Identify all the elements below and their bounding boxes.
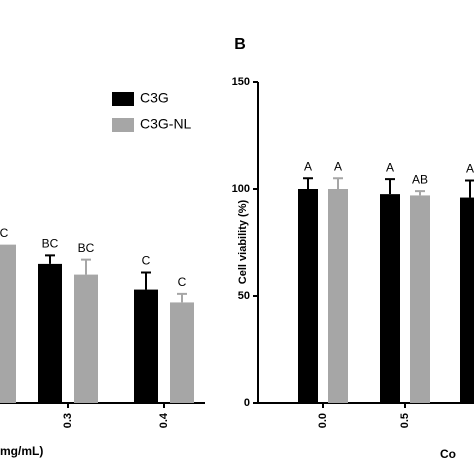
significance-letter: AB — [412, 172, 428, 186]
y-tick-label: 150 — [232, 76, 250, 88]
y-tick-label: 0 — [244, 397, 250, 409]
bar — [328, 189, 348, 403]
legend-label: C3G-NL — [140, 116, 192, 132]
x-tick-label: 0.5 — [399, 413, 411, 428]
legend-label: C3G — [140, 90, 169, 106]
error-bar — [177, 292, 187, 303]
error-bar — [465, 179, 474, 198]
error-bar — [415, 190, 425, 196]
x-axis-label: mg/mL) — [0, 444, 43, 458]
x-axis-label: Co — [440, 447, 456, 461]
bar — [38, 263, 62, 403]
bar — [380, 194, 400, 403]
significance-letter: BC — [78, 241, 95, 255]
bar — [74, 274, 98, 403]
bar — [134, 289, 158, 403]
significance-letter: A — [334, 159, 342, 173]
x-tick-label: 0.4 — [158, 412, 170, 428]
significance-letter: A — [386, 160, 394, 174]
bar — [298, 189, 318, 403]
error-bar — [385, 178, 395, 195]
error-bar — [81, 258, 91, 275]
significance-letter: C — [178, 275, 187, 289]
x-tick-label: 0.3 — [62, 413, 74, 428]
y-tick-label: 100 — [232, 183, 250, 195]
y-axis-label: Cell viability (%) — [237, 199, 249, 284]
bar — [0, 244, 16, 403]
legend-swatch — [112, 118, 134, 132]
significance-letter: A — [304, 159, 312, 173]
significance-letter: C — [142, 254, 151, 268]
y-tick-label: 50 — [238, 290, 250, 302]
bar — [460, 197, 474, 403]
legend-swatch — [112, 92, 134, 106]
error-bar — [45, 254, 55, 264]
x-tick-label: 0.0 — [317, 413, 329, 428]
bar — [170, 302, 194, 403]
error-bar — [141, 271, 151, 290]
error-bar — [333, 177, 343, 189]
significance-letter: BC — [42, 237, 59, 251]
error-bar — [303, 177, 313, 189]
panel-label: B — [234, 36, 246, 53]
significance-letter: C — [0, 226, 9, 240]
significance-letter: A — [466, 162, 474, 176]
bar — [410, 195, 430, 403]
